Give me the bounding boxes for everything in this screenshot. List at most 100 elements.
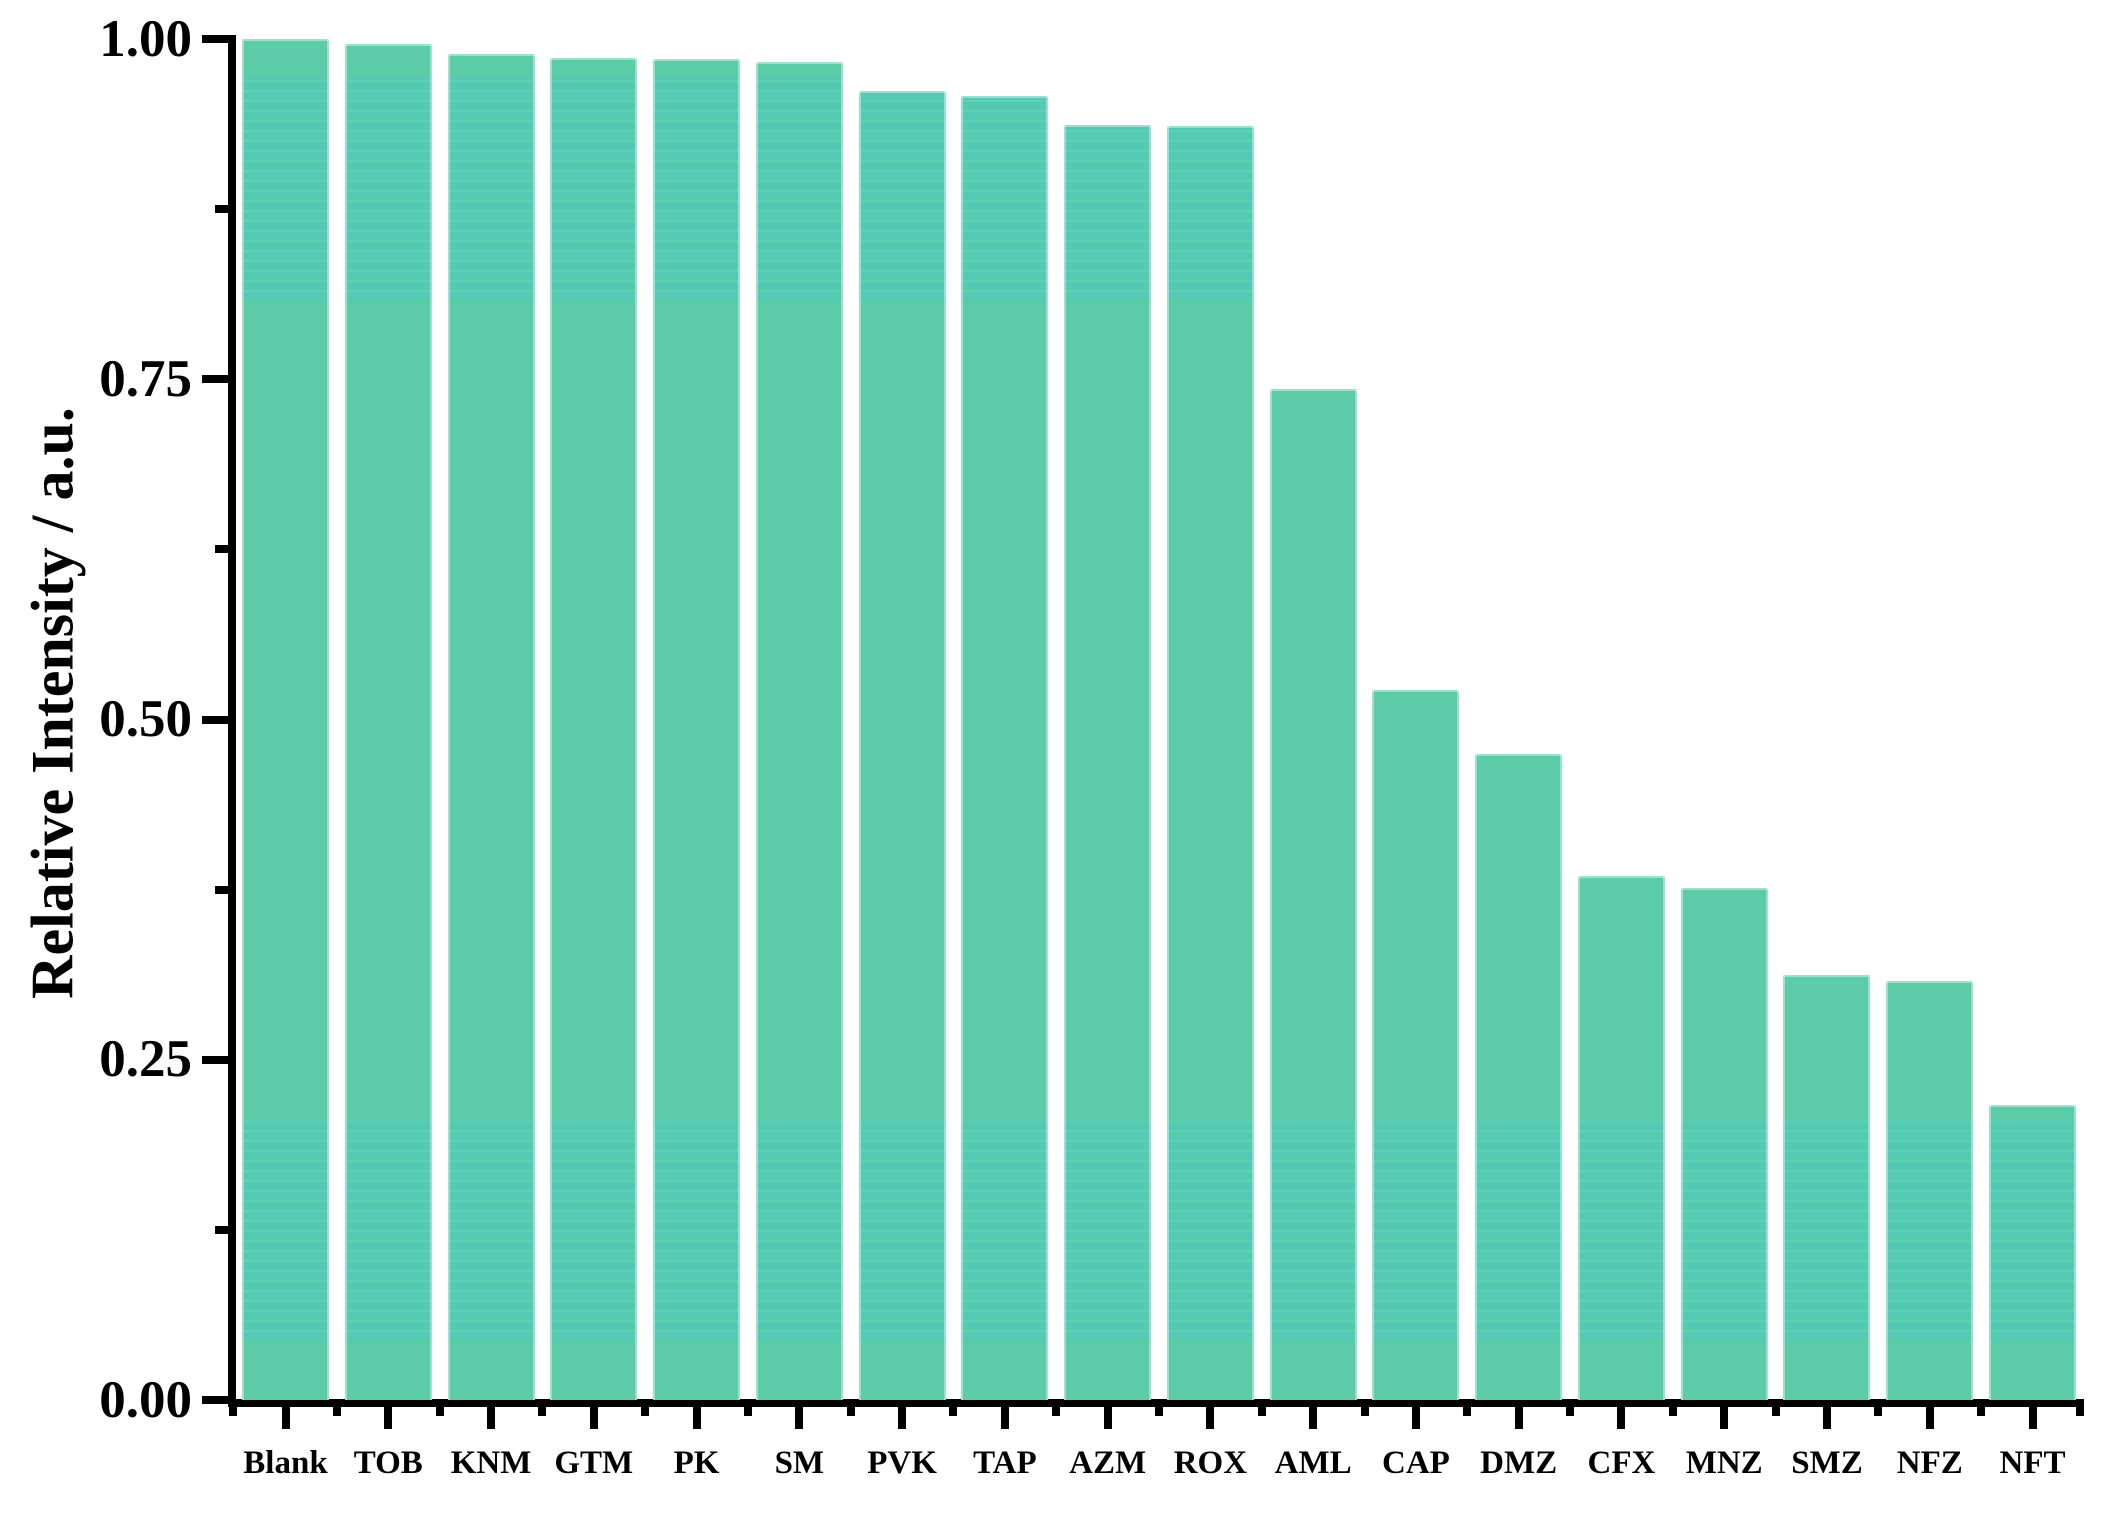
x-minor-tick (1668, 1407, 1677, 1416)
x-minor-tick (1360, 1407, 1369, 1416)
x-tick-label-aml: AML (1274, 1445, 1352, 1481)
y-major-tick (202, 715, 228, 724)
x-tick-label-cap: CAP (1381, 1445, 1450, 1481)
x-major-tick (2028, 1407, 2037, 1429)
bar-gradient-band (1269, 1121, 1357, 1340)
x-minor-tick (743, 1407, 752, 1416)
x-tick-label-nft: NFT (1999, 1445, 2066, 1481)
y-major-tick (202, 375, 228, 384)
bar-edge-highlight (1064, 125, 1151, 1400)
x-tick-label-blank: Blank (243, 1445, 328, 1481)
x-major-tick (1206, 1407, 1215, 1429)
bar-edge-highlight (859, 91, 946, 1400)
bar-gradient-band (961, 96, 1049, 300)
y-minor-tick (215, 545, 228, 554)
x-minor-tick (1566, 1407, 1575, 1416)
x-major-tick (898, 1407, 907, 1429)
bar-edge-highlight (448, 54, 535, 1400)
bar-gradient-band (653, 1121, 741, 1340)
x-tick-label-sm: SM (774, 1445, 825, 1481)
bar-edge-highlight (1681, 888, 1768, 1400)
x-major-tick (795, 1407, 804, 1429)
bar-edge-highlight (1270, 389, 1357, 1400)
bar-edge-highlight (242, 39, 329, 1400)
y-major-tick (202, 1396, 228, 1404)
x-tick-label-tap: TAP (973, 1445, 1037, 1481)
bar-gradient-band (653, 77, 741, 300)
x-minor-tick (949, 1407, 958, 1416)
x-tick-label-mnz: MNZ (1685, 1445, 1763, 1481)
x-minor-tick (846, 1407, 855, 1416)
bar-gradient-band (755, 1121, 843, 1340)
bar-dmz (1475, 754, 1563, 1400)
x-minor-tick (1977, 1407, 1986, 1416)
y-major-tick (202, 35, 228, 43)
bar-edge-highlight (1167, 126, 1254, 1400)
x-minor-tick (435, 1407, 444, 1416)
x-major-tick (589, 1407, 598, 1429)
bar-gradient-band (755, 77, 843, 300)
bar-gradient-band (550, 77, 638, 300)
x-tick-label-knm: KNM (450, 1445, 532, 1481)
bar-edge-highlight (1372, 690, 1459, 1400)
x-major-tick (1411, 1407, 1420, 1429)
y-tick-label: 1.00 (99, 9, 192, 68)
x-minor-tick (1874, 1407, 1883, 1416)
bar-gtm (550, 58, 638, 1400)
bar-rox (1166, 126, 1254, 1400)
bar-gradient-band (1886, 1121, 1974, 1340)
x-minor-tick (332, 1407, 341, 1416)
x-major-tick (487, 1407, 496, 1429)
x-minor-tick (2076, 1407, 2084, 1416)
x-minor-tick (641, 1407, 650, 1416)
bar-edge-highlight (961, 96, 1048, 1400)
bar-edge-highlight (1989, 1105, 2076, 1400)
bar-gradient-band (1783, 1121, 1871, 1340)
x-axis-line (228, 1399, 2084, 1407)
x-minor-tick (1463, 1407, 1472, 1416)
x-major-tick (1720, 1407, 1729, 1429)
bar-knm (447, 54, 535, 1400)
x-tick-label-gtm: GTM (554, 1445, 634, 1481)
x-tick-label-pvk: PVK (867, 1445, 937, 1481)
bar-tob (344, 44, 432, 1400)
y-minor-tick (215, 885, 228, 894)
x-major-tick (1514, 1407, 1523, 1429)
bar-sm (755, 62, 843, 1400)
bar-aml (1269, 389, 1357, 1400)
y-tick-label: 0.75 (99, 349, 192, 408)
x-major-tick (384, 1407, 393, 1429)
x-major-tick (1617, 1407, 1626, 1429)
bar-gradient-band (1372, 1121, 1460, 1340)
bar-blank (242, 39, 329, 1400)
bar-gradient-band (1577, 1121, 1665, 1340)
bar-pvk (858, 91, 946, 1400)
bar-gradient-band (961, 1121, 1049, 1340)
x-tick-label-tob: TOB (353, 1445, 423, 1481)
x-major-tick (1103, 1407, 1112, 1429)
x-tick-label-smz: SMZ (1791, 1445, 1863, 1481)
bar-edge-highlight (756, 62, 843, 1400)
bar-edge-highlight (1886, 981, 1973, 1400)
x-minor-tick (229, 1407, 237, 1416)
y-minor-tick (215, 205, 228, 214)
bar-azm (1064, 125, 1152, 1400)
bar-gradient-band (1475, 1121, 1563, 1340)
x-tick-label-dmz: DMZ (1480, 1445, 1558, 1481)
x-minor-tick (1257, 1407, 1266, 1416)
x-minor-tick (1771, 1407, 1780, 1416)
bar-edge-highlight (345, 44, 432, 1400)
bar-gradient-band (858, 91, 946, 300)
x-major-tick (1822, 1407, 1831, 1429)
bar-edge-highlight (653, 59, 740, 1400)
bar-gradient-band (1064, 125, 1152, 300)
bar-gradient-band (344, 1121, 432, 1340)
y-tick-label: 0.00 (99, 1370, 192, 1429)
bar-nft (1989, 1105, 2076, 1400)
y-axis-line (228, 35, 236, 1407)
y-minor-tick (215, 1225, 228, 1234)
bar-gradient-band (858, 1121, 946, 1340)
x-minor-tick (538, 1407, 547, 1416)
x-major-tick (1000, 1407, 1009, 1429)
